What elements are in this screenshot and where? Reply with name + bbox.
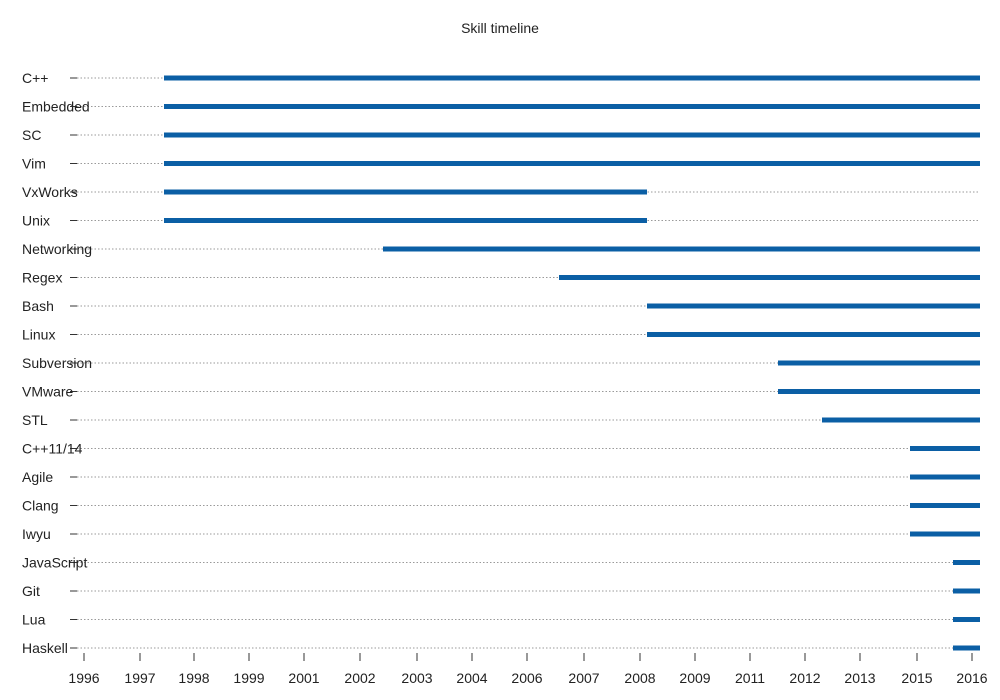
skill-label: Lua [22,612,46,628]
skill-label: Subversion [22,355,92,371]
skill-bar [164,161,980,166]
x-tick-label: 2001 [288,670,319,686]
chart-title: Skill timeline [461,20,539,36]
x-tick-label: 2006 [511,670,542,686]
x-tick-label: 2013 [844,670,875,686]
skill-label: SC [22,127,41,143]
skill-label: C++11/14 [22,441,83,457]
skill-label: Networking [22,241,92,257]
skill-label: Linux [22,327,55,343]
skill-bars [164,75,980,651]
skill-bar [910,474,980,480]
skill-label: Unix [22,213,50,229]
skill-label: VMware [22,384,74,400]
skill-bar [953,588,980,594]
skill-bar [910,531,980,537]
skill-bar [383,246,980,252]
x-tick-label: 2007 [568,670,599,686]
skill-label: Agile [22,469,53,485]
skill-bar [822,417,980,423]
skill-label: Bash [22,298,54,314]
skill-bar [164,132,980,138]
x-tick-label: 2016 [956,670,987,686]
skill-bar [164,104,980,109]
skill-label: Git [22,583,40,599]
x-tick-label: 2002 [344,670,375,686]
skill-bar [953,560,980,565]
skill-bar [164,189,647,195]
x-tick-label: 1998 [178,670,209,686]
skill-label: Iwyu [22,526,51,542]
x-tick-label: 2015 [901,670,932,686]
x-tick-label: 2012 [789,670,820,686]
skill-bar [778,360,980,366]
skill-label: Embedded [22,99,90,115]
skill-labels: C++ Embedded SC Vim VxWorks Unix Networking Reg… [22,70,92,656]
skill-bar [953,645,980,651]
skill-bar [778,389,980,394]
skill-bar [164,218,647,223]
x-tick-label: 2003 [401,670,432,686]
skill-label: Haskell [22,640,68,656]
skill-label: Vim [22,156,46,172]
skill-bar [910,503,980,508]
x-tick-label: 2008 [624,670,655,686]
skill-label: Regex [22,270,62,286]
skill-label: Clang [22,498,59,514]
skill-label: STL [22,412,48,428]
skill-bar [559,275,980,280]
x-axis: 1996 1997 1998 1999 2001 2002 2003 2004 2006 2007… [68,653,988,686]
skill-label: C++ [22,70,48,86]
skill-bar [647,332,980,337]
x-tick-label: 1996 [68,670,99,686]
skill-bar [647,303,980,309]
skill-label: JavaScript [22,555,87,571]
x-tick-label: 1999 [233,670,264,686]
skill-bar [910,446,980,451]
x-tick-label: 2004 [456,670,487,686]
x-tick-label: 2011 [735,670,765,686]
skill-label: VxWorks [22,184,78,200]
skill-bar [953,617,980,622]
x-tick-label: 2009 [679,670,710,686]
skill-bar [164,75,980,81]
x-tick-label: 1997 [124,670,155,686]
